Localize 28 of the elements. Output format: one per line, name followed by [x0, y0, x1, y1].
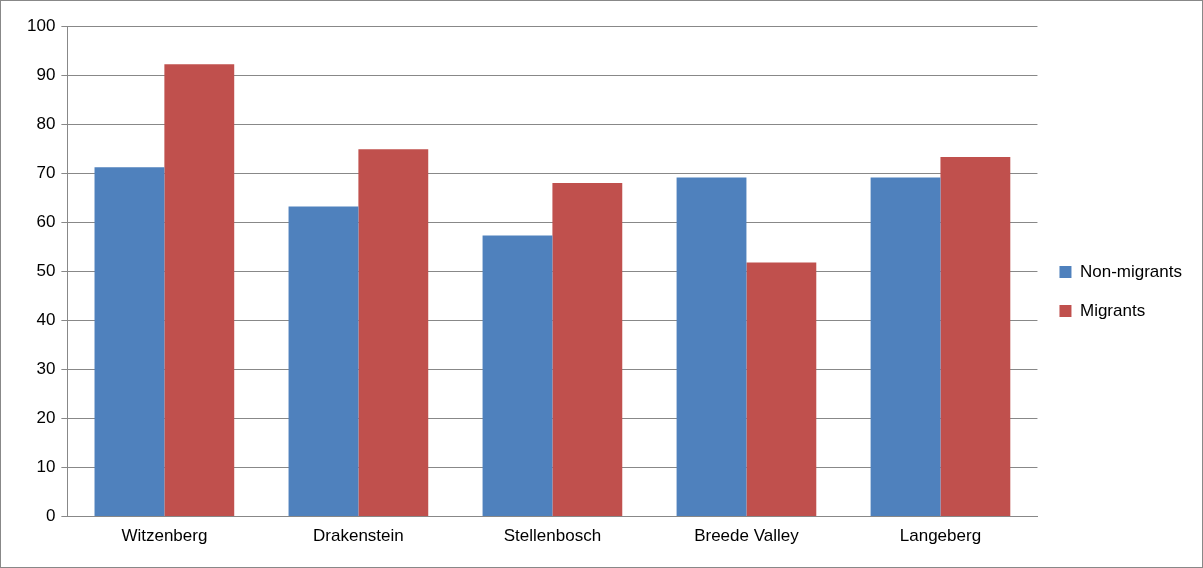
bar	[358, 149, 429, 517]
x-tick-label: Stellenbosch	[503, 526, 602, 546]
y-tick-label: 90	[36, 64, 56, 84]
y-tick-label: 10	[36, 457, 56, 477]
y-tick-label: 0	[45, 506, 56, 526]
y-tick-label: 50	[36, 260, 56, 280]
x-tick-label: Langeberg	[899, 526, 982, 546]
bar	[164, 64, 235, 517]
legend-label: Migrants	[1079, 300, 1146, 320]
y-tick-label: 60	[36, 211, 56, 231]
bar	[482, 235, 553, 517]
bar	[288, 206, 359, 517]
y-tick-label: 20	[36, 408, 56, 428]
bar	[94, 167, 165, 517]
legend-label: Non-migrants	[1079, 261, 1183, 281]
x-tick-label: Breede Valley	[694, 526, 800, 546]
x-tick-label: Witzenberg	[121, 526, 208, 546]
y-tick-label: 70	[36, 162, 56, 182]
bar	[870, 177, 941, 517]
bar	[746, 262, 817, 517]
y-tick-label: 30	[36, 359, 56, 379]
bar	[552, 182, 623, 517]
bar	[676, 177, 747, 517]
y-tick-label: 40	[36, 310, 56, 330]
bar	[940, 156, 1011, 517]
y-tick-label: 80	[36, 113, 56, 133]
y-tick-label: 100	[26, 15, 56, 35]
x-tick-label: Drakenstein	[313, 526, 404, 546]
